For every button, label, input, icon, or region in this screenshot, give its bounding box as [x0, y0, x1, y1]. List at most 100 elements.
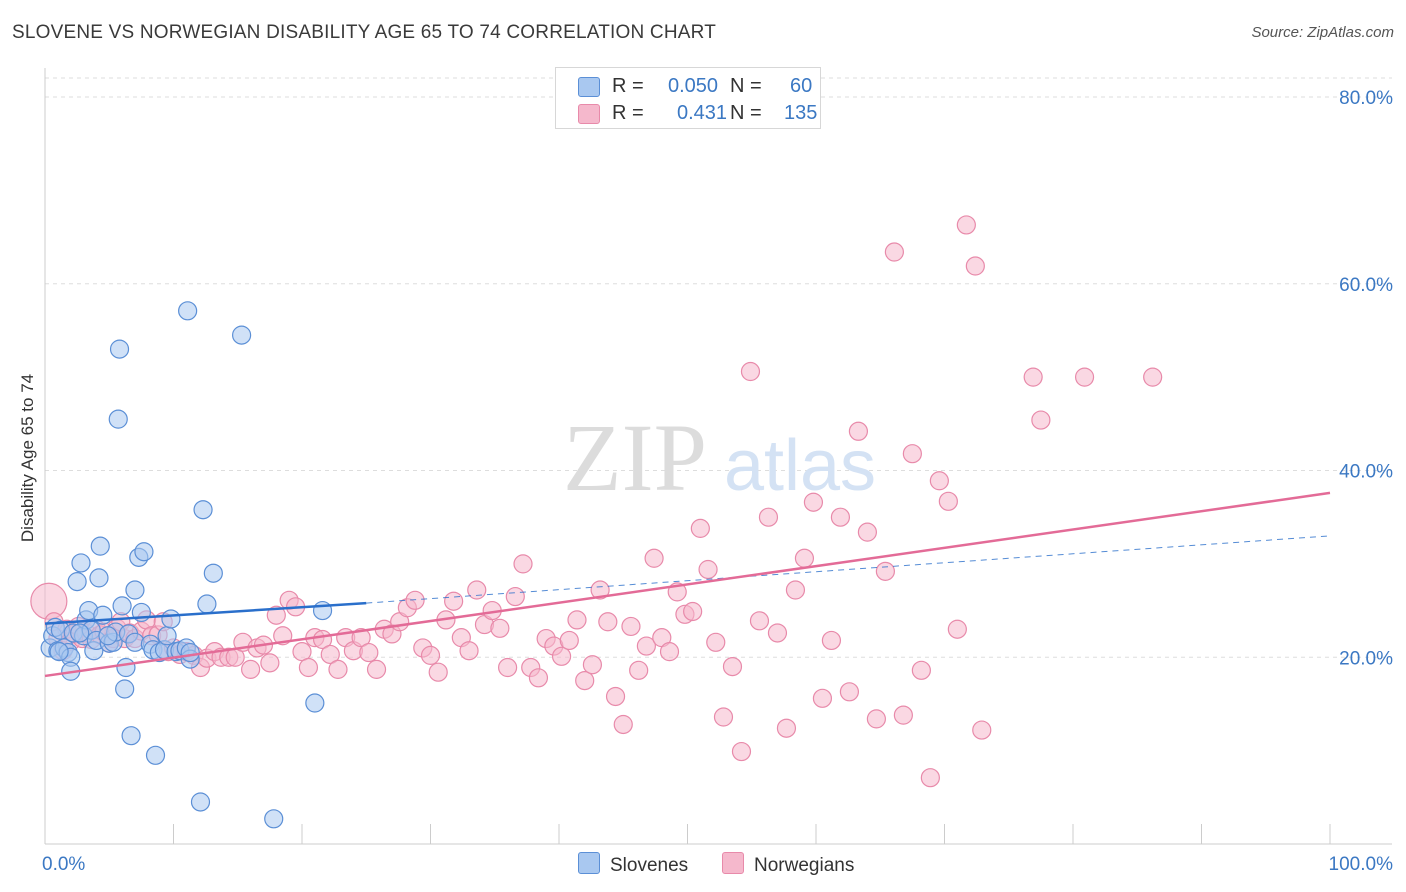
slovenes-swatch: [578, 77, 600, 97]
norwegian-point: [444, 591, 464, 611]
axes: [44, 68, 1392, 845]
chart-title: SLOVENE VS NORWEGIAN DISABILITY AGE 65 T…: [12, 22, 716, 43]
norwegian-point: [1031, 410, 1051, 430]
norwegian-point: [785, 580, 806, 600]
slovene-point: [193, 500, 213, 520]
norwegian-point: [884, 242, 904, 262]
norwegian-point: [551, 646, 572, 666]
correlation-legend: R = 0.050 N = 60 R = 0.431 N = 135: [555, 67, 821, 129]
slovene-point: [71, 553, 91, 573]
slovenes-r-label: R =: [612, 75, 644, 97]
norwegian-point: [266, 605, 286, 625]
norwegian-point: [559, 630, 579, 651]
norwegians-swatch: [578, 104, 600, 124]
norwegian-point: [1023, 367, 1043, 387]
norwegian-point: [420, 645, 441, 665]
norwegian-point: [776, 718, 797, 738]
norwegian-point: [848, 421, 869, 441]
y-tick-label-40: 40.0%: [1339, 462, 1393, 483]
norwegian-point: [866, 709, 886, 729]
norwegian-point: [629, 660, 649, 680]
bottom-norwegians-swatch: [722, 852, 744, 874]
slovene-point: [70, 623, 90, 643]
norwegian-point: [839, 682, 860, 702]
slovene-point: [115, 679, 135, 699]
norwegians-n-value: 135: [784, 102, 818, 124]
norwegian-point: [659, 642, 680, 662]
norwegian-point: [366, 659, 387, 679]
slovene-point: [116, 657, 136, 678]
slovene-point: [197, 594, 217, 614]
norwegian-point: [706, 632, 726, 652]
slovene-point: [178, 301, 198, 321]
norwegian-point: [351, 628, 371, 648]
slovenes-r-value: 0.050: [668, 75, 719, 97]
slovene-point: [67, 572, 87, 592]
norwegian-point: [1143, 367, 1163, 387]
norwegian-point: [803, 492, 824, 512]
norwegian-point: [947, 619, 967, 639]
norwegian-point: [605, 686, 626, 707]
slovene-point: [108, 409, 128, 429]
norwegian-point: [582, 655, 603, 675]
norwegian-point: [636, 636, 656, 656]
norwegian-point: [767, 623, 788, 643]
norwegian-point: [359, 642, 379, 663]
norwegian-point: [698, 559, 718, 580]
tick-labels: 20.0% 40.0% 60.0% 80.0% 0.0% 100.0%: [42, 88, 1393, 875]
bottom-legend-norwegians: Norwegians: [722, 852, 854, 877]
norwegian-point: [575, 670, 595, 691]
gridlines: [45, 77, 1392, 658]
norwegian-point: [830, 507, 851, 527]
norwegian-point: [528, 668, 549, 688]
norwegian-point: [920, 768, 940, 788]
norwegian-point: [1074, 367, 1095, 387]
norwegian-point: [972, 720, 992, 740]
slovene-point: [232, 325, 252, 345]
norwegian-point: [621, 616, 641, 637]
slovenes-trend-line: [44, 601, 367, 625]
slovene-point: [112, 596, 132, 616]
slovene-point: [89, 568, 109, 588]
slovene-point: [145, 745, 166, 765]
norwegian-point: [713, 707, 734, 727]
norwegian-point: [498, 657, 518, 678]
norwegian-point: [893, 705, 913, 725]
norwegian-point: [740, 361, 761, 382]
norwegian-point: [965, 256, 985, 276]
norwegians-n-label: N =: [730, 102, 762, 124]
norwegian-point: [260, 653, 280, 673]
norwegian-point: [598, 612, 618, 632]
norwegian-point: [241, 659, 261, 679]
y-tick-label-60: 60.0%: [1339, 275, 1393, 296]
trend-lines: [44, 491, 1331, 678]
y-tick-label-20: 20.0%: [1339, 648, 1393, 669]
norwegian-point: [459, 641, 479, 661]
norwegian-point: [731, 741, 752, 762]
slovene-point: [49, 642, 69, 662]
norwegian-point: [857, 522, 878, 542]
slovene-point: [161, 609, 181, 629]
norwegian-point: [328, 659, 348, 679]
slovene-point: [90, 536, 110, 556]
norwegian-point: [929, 471, 949, 491]
bottom-norwegians-label: Norwegians: [754, 855, 855, 876]
bottom-legend-slovenes: Slovenes: [578, 852, 688, 877]
norwegian-point: [911, 660, 931, 680]
norwegian-point: [505, 586, 525, 607]
norwegian-point: [467, 580, 487, 600]
slovenes-trend-extension: [366, 535, 1331, 604]
norwegians-trend-line: [44, 491, 1331, 678]
watermark-atlas: atlas: [724, 426, 876, 506]
data-points: [30, 215, 1163, 829]
norwegian-point: [683, 601, 703, 622]
norwegian-point: [613, 714, 633, 735]
watermark-zip: ZIP: [563, 404, 707, 511]
norwegian-point: [513, 554, 533, 574]
norwegian-point: [644, 548, 664, 568]
slovenes-n-label: N =: [730, 75, 762, 97]
slovene-point: [134, 542, 154, 562]
norwegian-point: [567, 610, 587, 630]
slovene-point: [121, 726, 141, 746]
norwegian-point: [298, 657, 319, 678]
